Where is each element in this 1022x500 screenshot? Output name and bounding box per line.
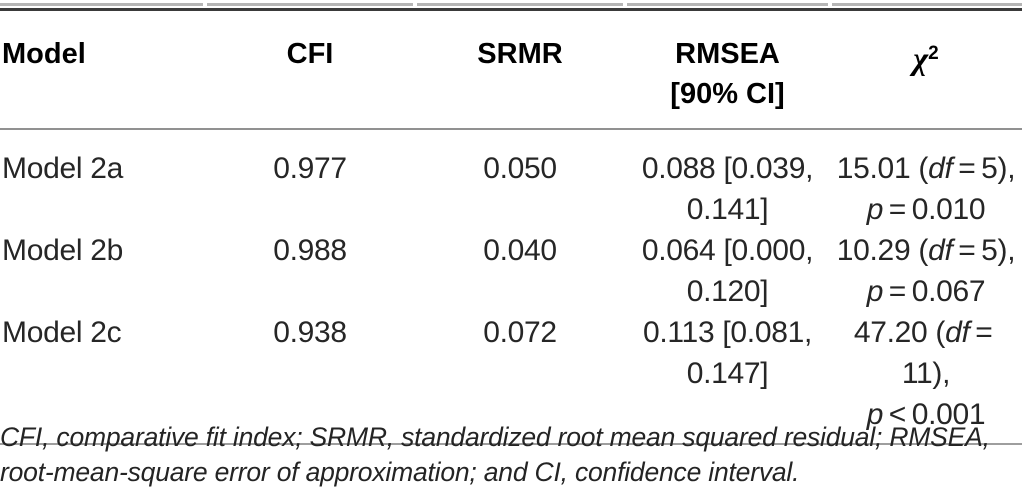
chi-square-cell: 47.20 (df = 11), p < 0.001 [830,312,1022,445]
border-segment [0,3,203,6]
rmsea-line1: 0.064 [0.000, [641,234,814,267]
model-fit-indices-table: Model CFI SRMR RMSEA [90% CI] χ2 Model 2… [0,8,1022,445]
chi-line1: 15.01 (df = 5), [836,152,1016,185]
rmsea-line2: 0.147] [686,357,769,390]
border-segment [832,3,1022,6]
chi-superscript: 2 [928,43,939,64]
border-segment [627,3,828,6]
footnote-line2: root-mean-square error of approximation;… [0,457,800,487]
rmsea-line2: 0.120] [686,275,769,308]
border-segment [207,3,413,6]
srmr-cell: 0.040 [483,234,557,267]
df-label: df [928,152,953,185]
chi-line2: p < 0.001 [866,398,986,431]
model-cell: Model 2a [2,152,124,185]
chi-line2: p = 0.010 [866,193,986,226]
outer-border-remnant [0,3,1022,6]
df-label: df [928,234,953,267]
col-header-cfi: CFI [205,9,415,130]
border-segment [417,3,623,6]
cfi-cell: 0.988 [273,234,347,267]
chi-line1: 10.29 (df = 5), [836,234,1016,267]
chi-square-cell: 10.29 (df = 5), p = 0.067 [830,230,1022,312]
table-row-model-2a: Model 2a 0.977 0.050 0.088 [0.039, 0.141… [0,129,1022,230]
table-footnote: CFI, comparative fit index; SRMR, standa… [0,420,1022,490]
chi-line2: p = 0.067 [866,275,986,308]
p-label: p [866,275,884,308]
rmsea-cell: 0.113 [0.081, 0.147] [625,312,830,445]
header-row: Model CFI SRMR RMSEA [90% CI] χ2 [0,9,1022,130]
model-cell: Model 2c [0,312,205,445]
col-header-srmr: SRMR [415,9,625,130]
p-label: p [866,193,884,226]
srmr-cell: 0.050 [483,152,557,185]
col-header-chi-square: χ2 [830,9,1022,130]
p-label: p [866,398,884,431]
col-header-rmsea: RMSEA [90% CI] [625,9,830,130]
rmsea-line1: 0.088 [0.039, [641,152,814,185]
chi-symbol: χ [913,40,929,76]
table-row-model-2c: Model 2c 0.938 0.072 0.113 [0.081, 0.147… [0,312,1022,445]
cfi-cell: 0.938 [205,312,415,445]
rmsea-header-line1: RMSEA [675,38,780,70]
model-cell: Model 2b [2,234,124,267]
footnote-line1: CFI, comparative fit index; SRMR, standa… [0,422,990,452]
chi-line1: 47.20 (df = 11), [853,316,999,390]
df-label: df [945,316,970,349]
rmsea-cell: 0.088 [0.039, 0.141] [625,129,830,230]
rmsea-line1: 0.113 [0.081, [642,316,813,349]
col-header-model: Model [0,9,205,130]
rmsea-cell: 0.064 [0.000, 0.120] [625,230,830,312]
chi-square-cell: 15.01 (df = 5), p = 0.010 [830,129,1022,230]
rmsea-line2: 0.141] [686,193,769,226]
table-row-model-2b: Model 2b 0.988 0.040 0.064 [0.000, 0.120… [0,230,1022,312]
srmr-cell: 0.072 [415,312,625,445]
cfi-cell: 0.977 [273,152,347,185]
rmsea-header-line2: [90% CI] [670,78,785,110]
